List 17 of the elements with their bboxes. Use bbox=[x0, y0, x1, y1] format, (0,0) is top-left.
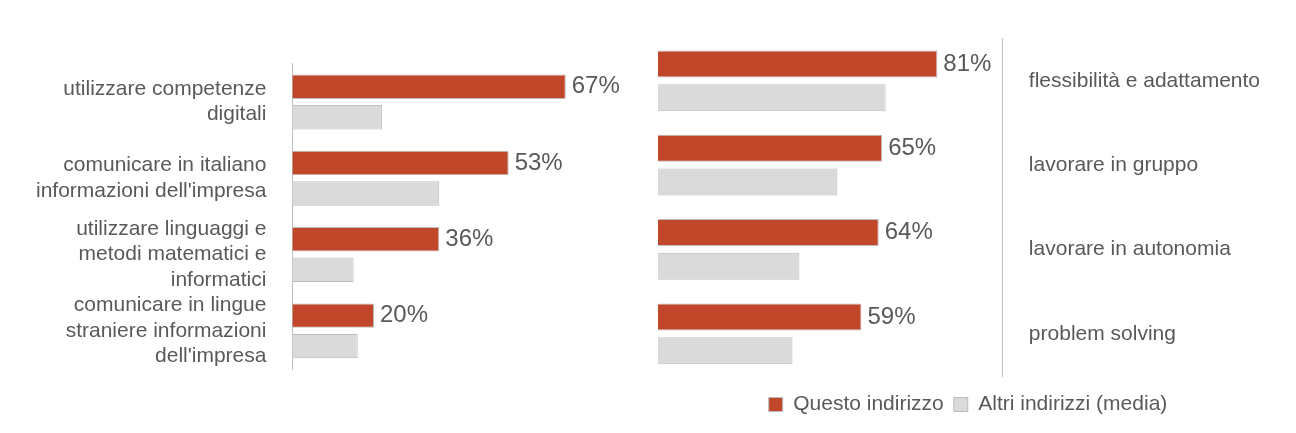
legend-label: Questo indirizzo bbox=[793, 391, 944, 415]
y-tick-label: utilizzare competenze digitali bbox=[63, 76, 267, 125]
y-tick-label: comunicare in lingue straniere informazioni dell'impresa bbox=[65, 292, 267, 366]
data-label: 81% bbox=[943, 48, 992, 76]
y-tick-label: lavorare in autonomia bbox=[1028, 236, 1232, 260]
data-label: 36% bbox=[445, 223, 494, 251]
y-tick-label: flessibilità e adattamento bbox=[1028, 67, 1261, 91]
y-tick-label: problem solving bbox=[1028, 320, 1176, 344]
y-tick-label: comunicare in italiano informazioni dell'impresa bbox=[36, 152, 267, 201]
data-label: 64% bbox=[884, 217, 933, 245]
data-label: 53% bbox=[514, 147, 563, 175]
data-label: 67% bbox=[571, 71, 620, 99]
data-label: 20% bbox=[380, 300, 429, 328]
legend-label: Altri indirizzi (media) bbox=[978, 391, 1168, 415]
data-label: 65% bbox=[888, 132, 937, 160]
data-label: 59% bbox=[867, 301, 916, 329]
y-tick-label: lavorare in gruppo bbox=[1028, 151, 1199, 175]
